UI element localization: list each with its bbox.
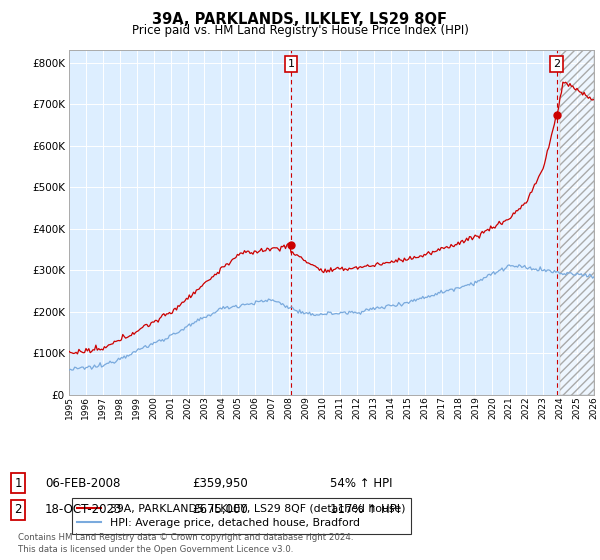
Text: 06-FEB-2008: 06-FEB-2008 bbox=[45, 477, 121, 490]
Text: 39A, PARKLANDS, ILKLEY, LS29 8QF: 39A, PARKLANDS, ILKLEY, LS29 8QF bbox=[152, 12, 448, 27]
Text: 18-OCT-2023: 18-OCT-2023 bbox=[45, 503, 122, 516]
Legend: 39A, PARKLANDS, ILKLEY, LS29 8QF (detached house), HPI: Average price, detached : 39A, PARKLANDS, ILKLEY, LS29 8QF (detach… bbox=[72, 498, 410, 534]
Text: This data is licensed under the Open Government Licence v3.0.: This data is licensed under the Open Gov… bbox=[18, 545, 293, 554]
Text: 1: 1 bbox=[14, 477, 22, 490]
Text: Price paid vs. HM Land Registry's House Price Index (HPI): Price paid vs. HM Land Registry's House … bbox=[131, 24, 469, 36]
Text: 1: 1 bbox=[287, 59, 295, 69]
Text: £359,950: £359,950 bbox=[192, 477, 248, 490]
Text: Contains HM Land Registry data © Crown copyright and database right 2024.: Contains HM Land Registry data © Crown c… bbox=[18, 533, 353, 542]
Text: 2: 2 bbox=[553, 59, 560, 69]
Text: 2: 2 bbox=[14, 503, 22, 516]
Text: £675,000: £675,000 bbox=[192, 503, 248, 516]
Text: 117% ↑ HPI: 117% ↑ HPI bbox=[330, 503, 400, 516]
Text: 54% ↑ HPI: 54% ↑ HPI bbox=[330, 477, 392, 490]
